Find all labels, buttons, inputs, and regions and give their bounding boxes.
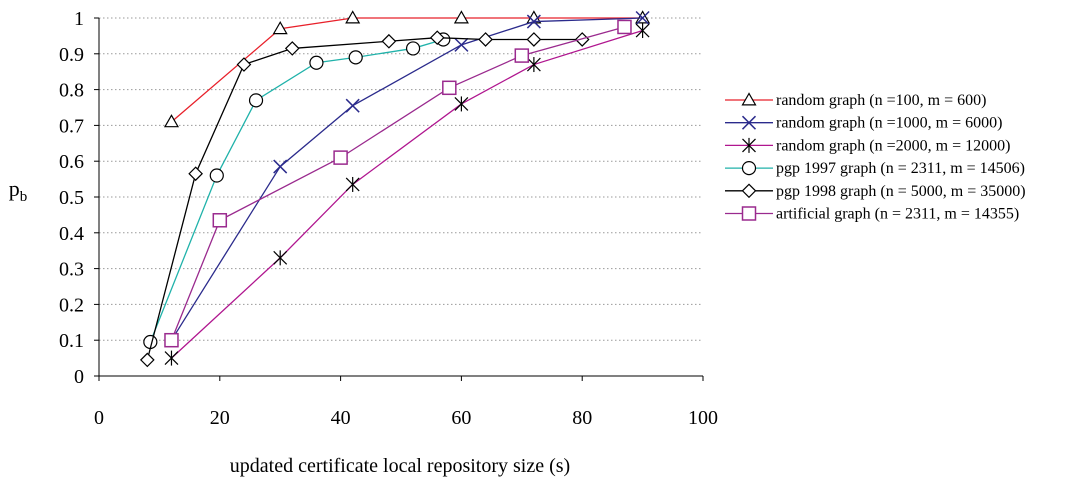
series-group	[139, 10, 651, 368]
y-tick-label-8: 0.8	[59, 80, 84, 102]
x-tick-label-3: 60	[451, 407, 471, 429]
series-1-point-2-stroke-b	[345, 98, 360, 113]
series-0-point-3	[453, 10, 469, 24]
series-3-point-4	[348, 50, 363, 65]
series-1-line	[170, 17, 643, 341]
series-1-point-1-stroke-b	[273, 159, 288, 174]
legend-marker-5	[741, 206, 757, 221]
series-5-point-5	[617, 19, 632, 35]
legend-marker-1-stroke-b	[741, 115, 757, 130]
series-2-line	[171, 29, 643, 359]
legend: random graph (n =100, m = 600) random gra…	[725, 92, 1026, 223]
series-2-point-4	[526, 57, 541, 73]
gridlines	[99, 17, 703, 341]
x-tick-label-0: 0	[94, 407, 104, 429]
series-3-point-2	[248, 93, 264, 108]
series-2	[164, 23, 650, 366]
legend-marker-0	[741, 92, 757, 106]
series-1-point-3-stroke-b	[454, 37, 469, 52]
series-2-point-3	[454, 96, 469, 112]
series-0-point-2	[345, 10, 361, 24]
series-4-point-1	[188, 166, 203, 182]
legend-label-4: pgp 1998 graph (n = 5000, m = 35000)	[776, 183, 1026, 200]
series-0-point-0	[163, 114, 180, 128]
legend-label-2: random graph (n =2000, m = 12000)	[776, 137, 1010, 154]
series-4-point-6	[478, 32, 493, 47]
y-axis-title-main: p	[9, 176, 20, 201]
legend-label-3: pgp 1997 graph (n = 2311, m = 14506)	[776, 160, 1025, 177]
x-tick-label-1: 20	[210, 407, 230, 429]
series-5-point-1	[212, 213, 228, 228]
series-5-point-4	[514, 48, 530, 63]
y-tick-label-2: 0.2	[59, 294, 84, 316]
series-2-point-5	[635, 23, 650, 39]
y-tick-label-3: 0.3	[59, 259, 84, 281]
y-tick-label-0: 0	[74, 366, 84, 388]
y-tick-label-1: 0.1	[59, 330, 84, 352]
y-tick-label-6: 0.6	[59, 151, 84, 173]
y-axis-title-sub: b	[20, 189, 28, 205]
legend-label-5: artificial graph (n = 2311, m = 14355)	[776, 206, 1019, 223]
y-tick-label-4: 0.4	[59, 223, 84, 245]
series-1-point-3	[454, 37, 469, 52]
series-1-point-2	[345, 98, 360, 113]
series-3-point-5	[405, 41, 421, 56]
series-0-line	[171, 17, 643, 123]
series-0	[163, 10, 651, 128]
series-2-point-0	[164, 350, 179, 366]
series-1-point-4	[526, 14, 541, 29]
series-4-point-3	[284, 41, 300, 56]
legend-marker-1	[741, 115, 757, 130]
series-1-point-1	[273, 159, 288, 174]
y-tick-label-5: 0.5	[59, 187, 84, 209]
x-axis-title: updated certificate local repository siz…	[230, 455, 570, 477]
y-tick-label-10: 1	[74, 8, 84, 30]
series-4	[139, 30, 590, 368]
series-4-point-7	[526, 32, 542, 47]
series-4-point-0	[139, 352, 155, 368]
x-tick-label-2: 40	[331, 407, 351, 429]
series-4-point-4	[381, 33, 397, 49]
y-tick-label-9: 0.9	[59, 44, 84, 66]
series-5-line	[170, 26, 625, 341]
series-1-point-5-stroke-b	[635, 10, 650, 26]
series-5-point-2	[333, 150, 348, 165]
legend-label-1: random graph (n =1000, m = 6000)	[776, 115, 1002, 132]
y-axis-title: pb	[9, 176, 28, 205]
legend-marker-3	[741, 161, 757, 176]
axes	[94, 17, 704, 381]
legend-label-0: random graph (n =100, m = 600)	[776, 92, 986, 109]
legend-marker-4	[741, 183, 757, 199]
series-1-point-5	[635, 10, 650, 26]
series-3	[143, 32, 451, 350]
y-tick-label-7: 0.7	[59, 115, 84, 137]
x-tick-label-5: 100	[688, 407, 718, 429]
series-4-point-5	[429, 30, 445, 46]
x-tick-label-4: 80	[572, 407, 592, 429]
series-4-point-2	[236, 57, 252, 72]
series-1-point-4-stroke-b	[526, 14, 541, 29]
series-3-point-3	[309, 55, 324, 70]
series-5-point-0	[164, 332, 179, 348]
series-0-point-4	[526, 10, 542, 24]
series-5-point-3	[442, 80, 457, 96]
series-2-point-2	[345, 176, 360, 192]
series-3-point-1	[209, 168, 224, 183]
series-5	[164, 19, 632, 348]
series-0-point-1	[272, 21, 288, 35]
series-2-point-1	[273, 250, 288, 266]
tick-labels: 0 0.1 0.2 0.3 0.4 0.5 0.6 0.7 0.8 0.9 1 0 20 40 60 80 10…	[59, 8, 718, 429]
series-3-line	[149, 38, 444, 343]
legend-marker-2	[742, 137, 756, 153]
